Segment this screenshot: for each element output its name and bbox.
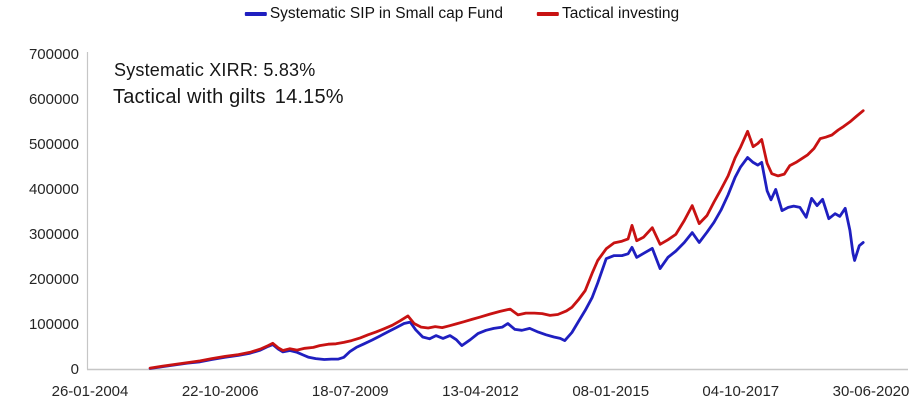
series-line-systematic-sip <box>148 156 865 370</box>
legend-label-systematic: Systematic SIP in Small cap Fund <box>269 5 504 22</box>
x-tick-label: 22-10-2006 <box>182 383 259 400</box>
annotation-tactical-xirr: Tactical with gilts 14.15% <box>113 86 344 109</box>
series-line-tactical-investing <box>148 109 865 370</box>
y-tick-label: 700000 <box>29 46 79 63</box>
y-tick-label: 200000 <box>29 271 79 288</box>
legend-swatch-tactical <box>537 12 560 16</box>
annotation-tactical-label: Tactical with gilts <box>113 86 266 108</box>
y-tick-label: 600000 <box>29 91 79 108</box>
legend-item-systematic: Systematic SIP in Small cap Fund <box>244 5 504 23</box>
x-tick-label: 18-07-2009 <box>312 383 389 400</box>
legend-label-tactical: Tactical investing <box>562 5 680 22</box>
x-tick-label: 13-04-2012 <box>442 383 519 400</box>
y-tick-label: 500000 <box>29 136 79 153</box>
series-lines <box>148 109 865 370</box>
chart-legend: Systematic SIP in Small cap Fund Tactica… <box>244 5 679 23</box>
annotation-systematic-xirr: Systematic XIRR: 5.83% <box>114 60 316 80</box>
x-tick-label: 04-10-2017 <box>702 383 779 400</box>
annotation-tactical-value: 14.15% <box>274 86 344 108</box>
legend-swatch-systematic <box>244 12 267 16</box>
y-tick-label: 300000 <box>29 226 79 243</box>
y-tick-label: 0 <box>71 361 79 378</box>
y-tick-label: 400000 <box>29 181 79 198</box>
x-tick-label: 08-01-2015 <box>572 383 649 400</box>
y-axis-tick-labels: 0 100000 200000 300000 400000 500000 600000 700… <box>29 46 79 378</box>
x-tick-label: 30-06-2020 <box>833 383 910 400</box>
y-tick-label: 100000 <box>29 316 79 333</box>
legend-item-tactical: Tactical investing <box>537 5 679 23</box>
x-tick-label: 26-01-2004 <box>52 383 129 400</box>
x-axis-tick-labels: 26-01-2004 22-10-2006 18-07-2009 13-04-2012… <box>52 383 910 400</box>
